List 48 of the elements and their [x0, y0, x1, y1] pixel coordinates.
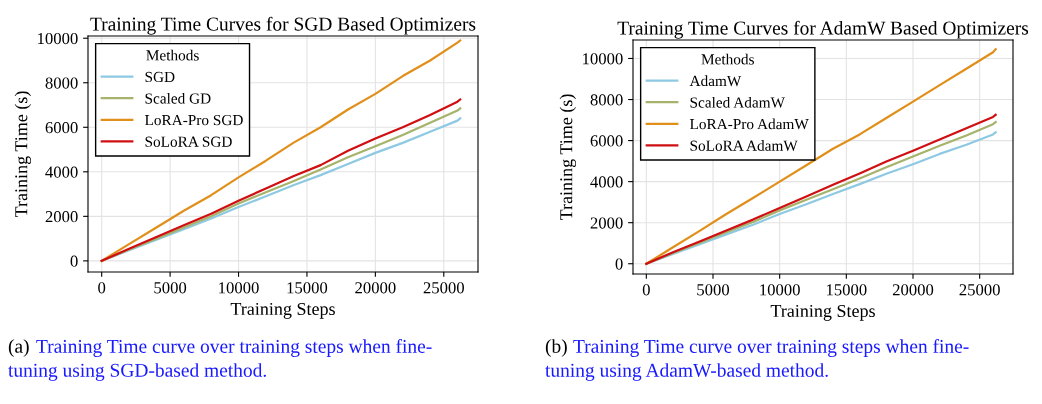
x-tick-label: 5000 [154, 282, 187, 294]
text: Training Time curve over training steps when fine- [36, 339, 432, 357]
x-tick-label: 25000 [423, 282, 464, 294]
y-tick-label: 4000 [45, 166, 78, 178]
legend-label: LoRA-Pro SGD [144, 115, 243, 126]
x-axis-title: Training Steps [770, 304, 875, 321]
y-tick-label: 0 [615, 258, 623, 270]
legend-title: Methods [701, 53, 754, 65]
chart-title: Training Time Curves for SGD Based Optimizers [90, 16, 476, 35]
legend-label: SoLoRA SGD [145, 136, 232, 147]
line-series [645, 48, 997, 265]
x-tick-label: 20000 [892, 284, 934, 296]
line-series [100, 39, 462, 262]
x-tick-label: 25000 [959, 284, 1000, 296]
x-tick-label: 15000 [287, 282, 328, 294]
text: tuning using SGD-based method. [8, 363, 266, 381]
legend-label: SGD [145, 71, 175, 83]
legend-label: AdamW [689, 75, 742, 87]
x-tick-label: 5000 [697, 284, 730, 296]
y-tick-label: 2000 [45, 211, 78, 223]
y-axis-title: Training Time (s) [14, 91, 32, 218]
y-tick-label: 10000 [583, 53, 623, 65]
x-tick-label: 10000 [219, 282, 259, 294]
text: tuning using AdamW-based method. [545, 363, 828, 381]
y-tick-label: 6000 [590, 135, 623, 147]
legend-label: Scaled AdamW [690, 96, 785, 108]
x-tick-label: 20000 [355, 282, 396, 294]
y-tick-label: 10000 [38, 32, 78, 45]
legend-label: LoRA-Pro AdamW [689, 118, 809, 130]
legend-label: SoLoRA AdamW [690, 140, 798, 151]
x-tick-label: 0 [98, 282, 106, 294]
y-tick-label: 4000 [590, 176, 623, 188]
y-tick-label: 8000 [590, 94, 623, 106]
text: (b) [545, 339, 567, 357]
x-tick-label: 10000 [760, 284, 800, 296]
legend-title: Methods [146, 49, 199, 61]
legend-label: Scaled GD [145, 92, 211, 104]
y-axis-title: Training Time (s) [559, 94, 577, 221]
chart-title: Training Time Curves for AdamW Based Optimizers [617, 20, 1029, 39]
y-tick-label: 8000 [45, 77, 78, 89]
y-tick-label: 2000 [590, 217, 623, 229]
x-axis-title: Training Steps [230, 302, 335, 319]
y-tick-label: 0 [70, 255, 78, 267]
x-tick-label: 15000 [826, 284, 867, 296]
x-tick-label: 0 [642, 284, 650, 296]
text: (a) [8, 339, 29, 357]
text: Training Time curve over training steps when fine- [573, 339, 969, 357]
y-tick-label: 6000 [45, 121, 78, 134]
